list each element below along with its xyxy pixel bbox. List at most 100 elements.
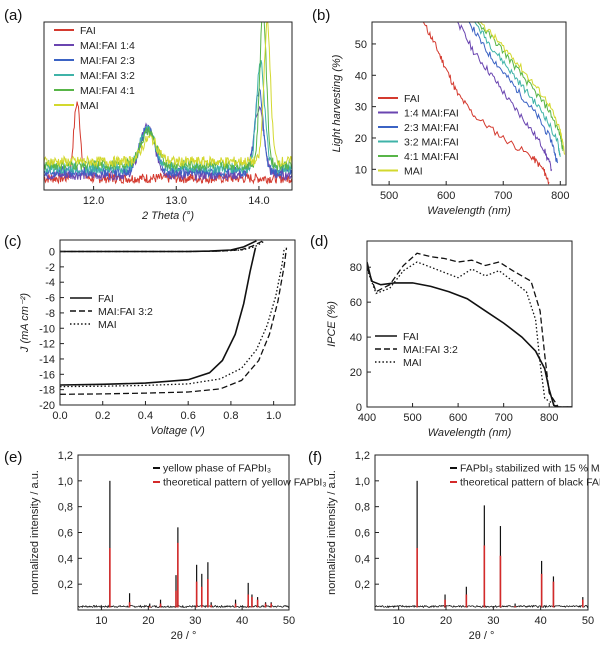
legend-label: 2:3 MAI:FAI xyxy=(404,122,459,134)
plot-area xyxy=(372,22,566,185)
y-axis-label: normalized intensity / a.u. xyxy=(326,470,338,595)
series-line xyxy=(372,22,564,151)
plot-area xyxy=(367,252,572,407)
legend-label: MAI xyxy=(98,319,117,331)
series-line xyxy=(60,240,257,253)
legend-label: 3:2 MAI:FAI xyxy=(404,137,459,149)
y-axis-label: Light harvesting (%) xyxy=(331,54,343,152)
y-tick-label: 1,0 xyxy=(58,476,73,488)
axes-frame xyxy=(371,21,567,186)
series-line xyxy=(372,22,558,164)
y-tick-label: 0,8 xyxy=(355,502,370,514)
y-axis-label: J (mA cm⁻²) xyxy=(19,293,31,353)
series-line xyxy=(60,247,285,388)
y-tick-label: 0,8 xyxy=(58,502,73,514)
panel-label: (a) xyxy=(4,7,22,24)
legend-label: FAI xyxy=(98,293,114,305)
x-tick-label: 14.0 xyxy=(248,195,269,207)
axes-frame xyxy=(43,21,293,191)
series-line xyxy=(372,22,553,172)
y-tick-label: 30 xyxy=(355,102,367,114)
x-tick-label: 20 xyxy=(440,615,452,627)
x-tick-label: 50 xyxy=(283,615,295,627)
panel-d: (d) 400 500 600 700 800 0 20 40 60 80 Wavelength (n… xyxy=(310,233,573,439)
y-tick-label: -14 xyxy=(39,354,55,366)
x-axis-label: 2θ / ° xyxy=(469,630,495,642)
x-tick-label: 0.6 xyxy=(181,410,196,422)
y-tick-label: 40 xyxy=(355,70,367,82)
x-tick-label: 0.2 xyxy=(95,410,110,422)
x-axis-label: Voltage (V) xyxy=(150,425,205,437)
series-line xyxy=(367,261,572,407)
y-tick-label: -2 xyxy=(45,262,55,274)
y-tick-label: 1,2 xyxy=(58,450,73,462)
x-tick-label: 40 xyxy=(236,615,248,627)
y-tick-label: -20 xyxy=(39,400,55,412)
series-line xyxy=(44,22,292,168)
y-axis-label: IPCE (%) xyxy=(326,301,338,347)
series-line xyxy=(60,247,257,386)
y-tick-label: 20 xyxy=(355,133,367,145)
y-tick-label: 10 xyxy=(355,164,367,176)
series-line xyxy=(367,252,572,407)
baseline-line xyxy=(375,604,588,609)
x-axis-label: 2θ / ° xyxy=(171,630,197,642)
panel-label: (c) xyxy=(4,233,22,250)
legend-label: 4:1 MAI:FAI xyxy=(404,151,459,163)
axes-frame xyxy=(59,239,296,406)
x-tick-label: 800 xyxy=(540,412,558,424)
legend-label: MAI:FAI 1:4 xyxy=(80,40,135,52)
x-tick-label: 30 xyxy=(189,615,201,627)
y-tick-label: 0,2 xyxy=(355,579,370,591)
y-tick-label: -6 xyxy=(45,293,55,305)
panel-f: (f) 10 20 30 40 50 1,2 1,0 0,8 0,6 0,4 0,2 2θ / ° nor… xyxy=(308,449,600,642)
plot-area xyxy=(44,22,292,185)
x-tick-label: 700 xyxy=(494,190,512,202)
y-tick-label: -10 xyxy=(39,323,55,335)
x-tick-label: 10 xyxy=(393,615,405,627)
x-tick-label: 40 xyxy=(535,615,547,627)
y-tick-label: 1,2 xyxy=(355,450,370,462)
series-line xyxy=(372,22,561,157)
panel-label: (e) xyxy=(4,449,22,466)
panel-a: (a) 12.0 13.0 14.0 2 Theta (°) FAI MAI:FAI 1:4… xyxy=(4,7,293,222)
y-tick-label: 0,4 xyxy=(355,553,370,565)
legend-label: 1:4 MAI:FAI xyxy=(404,108,459,120)
x-tick-label: 800 xyxy=(551,190,569,202)
plot-area xyxy=(60,240,288,395)
y-tick-label: 0,6 xyxy=(58,528,73,540)
series-line xyxy=(372,22,566,155)
panel-e: (e) 10 20 30 40 50 1,2 1,0 0,8 0,6 0,4 0,2 2θ / ° nor… xyxy=(4,449,327,642)
series-line xyxy=(60,247,288,395)
x-axis-label: Wavelength (nm) xyxy=(428,427,512,439)
x-tick-label: 0.4 xyxy=(138,410,153,422)
baseline-line xyxy=(78,604,289,609)
plot-area xyxy=(375,480,588,609)
x-tick-label: 12.0 xyxy=(83,195,104,207)
panel-label: (d) xyxy=(310,233,328,250)
y-tick-label: 20 xyxy=(350,367,362,379)
y-tick-label: 1,0 xyxy=(355,476,370,488)
legend-label: FAPbI₃ stabilized with 15 % MAI xyxy=(460,463,600,475)
legend-label: FAI xyxy=(80,25,96,37)
axes-frame xyxy=(366,240,573,408)
legend: FAI MAI:FAI 1:4 MAI:FAI 2:3 MAI:FAI 3:2 MAI:… xyxy=(54,25,135,112)
y-tick-label: -12 xyxy=(39,339,55,351)
legend-label: MAI:FAI 3:2 xyxy=(80,70,135,82)
x-tick-label: 600 xyxy=(437,190,455,202)
legend-label: FAI xyxy=(404,93,420,105)
legend-label: theoretical pattern of yellow FAPbI₃ xyxy=(163,477,327,489)
x-tick-label: 50 xyxy=(582,615,594,627)
y-tick-label: -4 xyxy=(45,277,55,289)
legend-label: yellow phase of FAPbI₃ xyxy=(163,463,271,475)
x-tick-label: 500 xyxy=(403,412,421,424)
legend: yellow phase of FAPbI₃ theoretical patter… xyxy=(153,463,327,489)
y-tick-label: 0 xyxy=(356,402,362,414)
x-tick-label: 600 xyxy=(449,412,467,424)
x-tick-label: 0.0 xyxy=(52,410,67,422)
legend: FAPbI₃ stabilized with 15 % MAI theoretic… xyxy=(450,463,600,489)
y-tick-label: 40 xyxy=(350,332,362,344)
